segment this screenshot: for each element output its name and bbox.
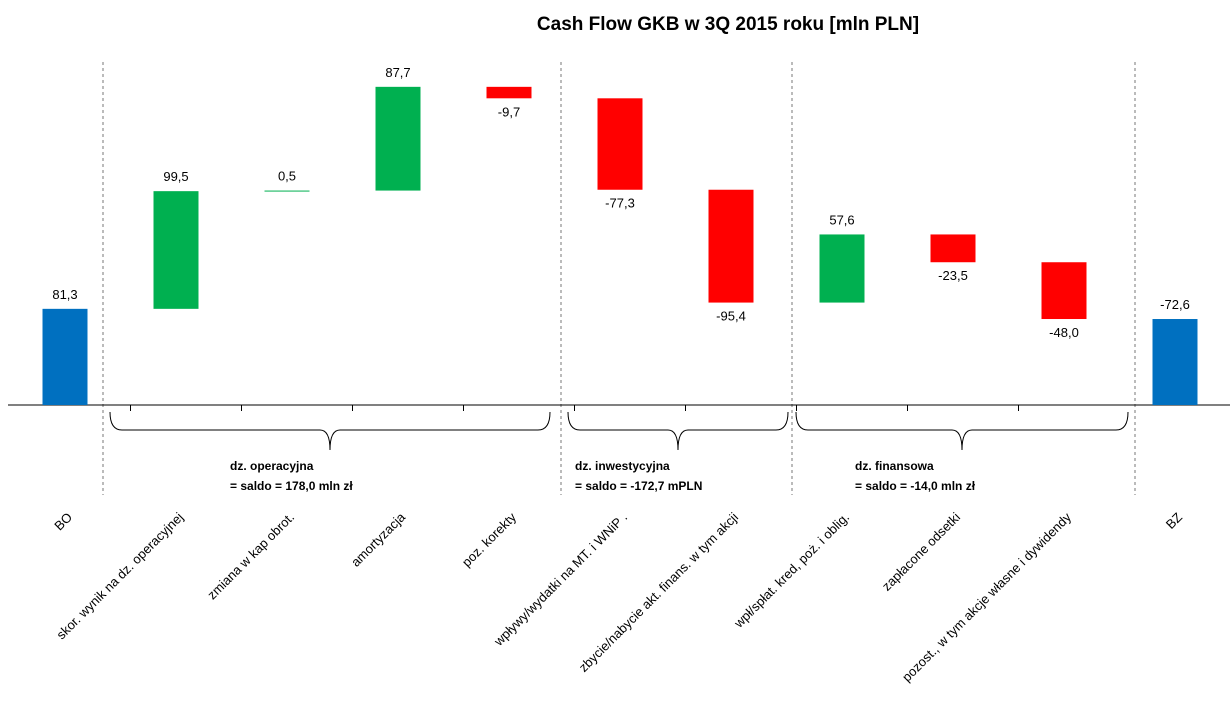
group-saldo: = saldo = 178,0 mln zł	[230, 479, 353, 493]
bar	[708, 189, 754, 303]
x-tick-label: wpływy/wydatki na MT. i WNiP .	[490, 510, 630, 650]
group-name: dz. operacyjna	[230, 459, 314, 473]
value-label: 57,6	[829, 212, 854, 227]
bar	[264, 190, 310, 192]
group-name: dz. finansowa	[855, 459, 934, 473]
bar	[375, 86, 421, 191]
value-label: 99,5	[163, 169, 188, 184]
group-saldo: = saldo = -14,0 mln zł	[855, 479, 976, 493]
x-tick-label: skor. wynik na dz. operacyjnej	[53, 509, 186, 642]
bar	[153, 191, 199, 309]
bracket	[795, 411, 1129, 451]
bar	[486, 86, 532, 99]
chart-title: Cash Flow GKB w 3Q 2015 roku [mln PLN]	[537, 14, 919, 35]
value-label: -95,4	[716, 309, 746, 324]
value-label: -48,0	[1049, 325, 1079, 340]
value-label: 0,5	[278, 169, 296, 184]
value-label: -9,7	[498, 104, 520, 119]
x-tick-label: zmiana w kap obrot.	[204, 510, 297, 603]
bar	[1041, 262, 1087, 320]
bar	[1152, 319, 1198, 405]
bar	[42, 308, 88, 405]
value-label: 87,7	[385, 65, 410, 80]
bar	[930, 234, 976, 263]
value-label: -77,3	[605, 196, 635, 211]
x-tick-label: poz. korekty	[459, 509, 520, 570]
bracket	[567, 411, 789, 451]
x-tick-label: wpł/spłat. kred, poż. i oblig.	[730, 510, 852, 632]
group-saldo: = saldo = -172,7 mPLN	[575, 479, 702, 493]
bar	[819, 234, 865, 303]
x-tick-label: amortyzacja	[348, 509, 409, 570]
value-label: 81,3	[52, 287, 77, 302]
value-label: -23,5	[938, 268, 968, 283]
x-tick-label: BZ	[1163, 509, 1185, 531]
x-tick-label: BO	[51, 510, 75, 534]
x-tick-label: zapłacone odsetki	[879, 509, 963, 593]
group-name: dz. inwestycyjna	[575, 459, 670, 473]
bracket	[109, 411, 551, 451]
value-label: -72,6	[1160, 297, 1190, 312]
bar	[597, 98, 643, 190]
